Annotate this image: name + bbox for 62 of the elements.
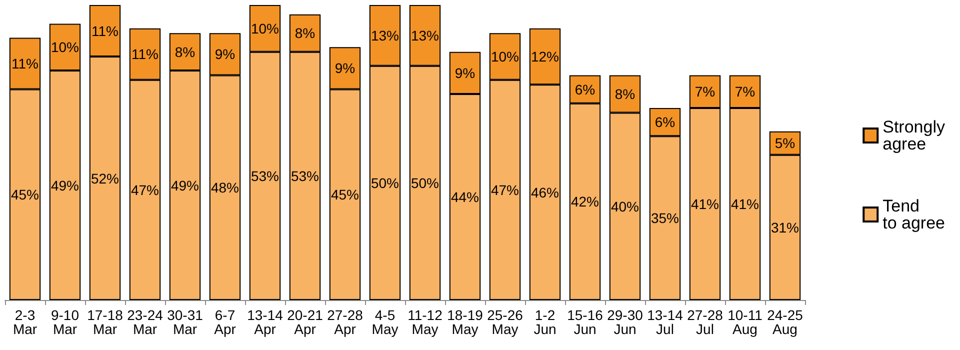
data-label: 49% (50, 177, 80, 194)
data-label: 53% (250, 168, 280, 184)
data-label: 6% (654, 114, 676, 130)
data-label: 8% (174, 44, 196, 60)
data-label: 11% (92, 22, 118, 39)
data-label: 53% (290, 168, 320, 184)
data-label: 45% (10, 186, 40, 203)
data-label: 13% (370, 27, 400, 44)
data-label: 50% (410, 174, 440, 191)
data-label: 9% (334, 60, 356, 76)
data-label: 52% (90, 170, 120, 186)
x-tick-label: 30-31 Mar (167, 307, 204, 337)
x-tick-label: 6-7 Apr (214, 307, 236, 337)
data-label: 50% (370, 174, 400, 191)
data-label: 46% (530, 184, 560, 200)
x-tick-label: 2-3 Mar (12, 307, 38, 337)
data-label: 48% (210, 180, 240, 196)
x-tick-label: 27-28 Apr (327, 307, 364, 337)
x-tick-label: 1-2 Jun (534, 307, 556, 337)
x-tick-label: 29-30 Jun (607, 307, 644, 337)
data-label: 9% (214, 46, 236, 62)
x-tick-label: 13-14 Jul (647, 307, 684, 337)
x-tick-label: 25-26 May (487, 307, 524, 337)
data-label: 40% (610, 198, 640, 214)
data-label: 7% (734, 84, 756, 100)
x-tick-label: 9-10 Mar (50, 307, 80, 337)
legend-label: Tend to agree (882, 196, 946, 232)
x-tick-label: 18-19 May (447, 307, 484, 337)
x-tick-label: 10-11 Aug (728, 307, 763, 337)
x-tick-label: 13-14 Apr (247, 307, 284, 337)
data-label: 41% (690, 196, 720, 212)
data-label: 5% (774, 135, 796, 152)
data-label: 10% (490, 48, 520, 65)
data-label: 44% (450, 188, 480, 205)
x-tick-label: 20-21 Apr (287, 307, 324, 337)
data-label: 12% (530, 48, 560, 65)
data-label: 11% (12, 56, 38, 72)
data-label: 8% (294, 25, 316, 42)
data-label: 31% (770, 219, 800, 236)
x-tick-label: 24-25 Aug (767, 307, 804, 337)
data-label: 47% (490, 182, 520, 198)
data-label: 35% (650, 210, 680, 226)
x-tick-label: 15-16 Jun (567, 307, 604, 337)
data-label: 41% (730, 196, 760, 212)
legend-label: Strongly agree (882, 118, 946, 154)
data-label: 13% (410, 27, 440, 44)
data-label: 49% (170, 177, 200, 194)
data-label: 8% (614, 86, 636, 102)
data-label: 7% (694, 84, 716, 100)
x-tick-label: 17-18 Mar (87, 307, 124, 337)
data-label: 10% (250, 20, 280, 36)
data-label: 11% (132, 46, 158, 62)
data-label: 10% (50, 39, 80, 56)
data-label: 45% (330, 186, 360, 203)
x-tick-label: 23-24 Mar (127, 307, 164, 337)
data-label: 6% (574, 81, 596, 98)
data-label: 47% (130, 182, 160, 198)
data-label: 9% (454, 64, 476, 81)
x-tick-label: 11-12 May (408, 307, 443, 337)
x-tick-label: 4-5 May (372, 307, 398, 337)
data-label: 42% (570, 194, 600, 210)
x-tick-label: 27-28 Jul (687, 307, 724, 337)
